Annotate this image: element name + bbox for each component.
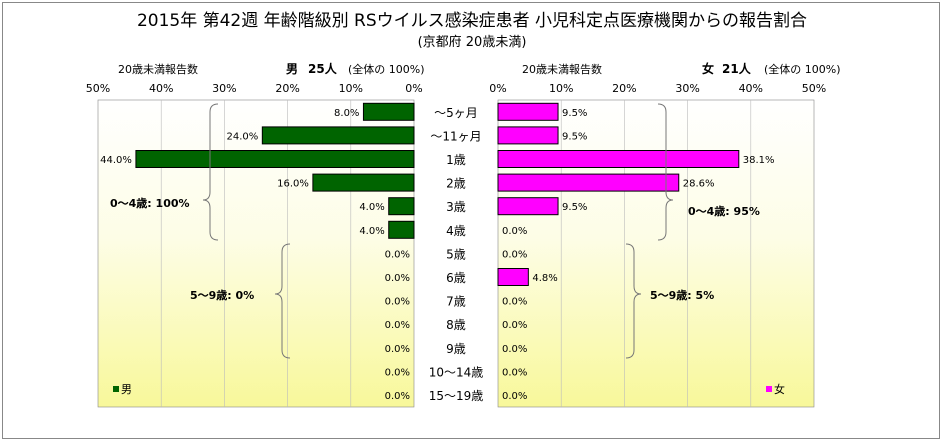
- female-value-label: 9.5%: [562, 108, 587, 119]
- category-label: 3歳: [446, 200, 466, 214]
- female-plot-area: [497, 99, 815, 408]
- female-bar: [497, 268, 529, 286]
- female-header-label: 20歳未満報告数: [522, 63, 602, 76]
- male-bar: [388, 220, 415, 239]
- male-header-label: 20歳未満報告数: [118, 63, 198, 76]
- female-value-label: 0.0%: [502, 367, 527, 378]
- male-sex-label: 男: [286, 62, 299, 76]
- male-brace-0-4: [202, 103, 219, 241]
- category-label: 4歳: [446, 224, 466, 238]
- female-value-label: 0.0%: [502, 297, 527, 308]
- female-bar: [497, 126, 559, 145]
- female-value-label: 4.8%: [532, 273, 557, 284]
- male-value-label: 0.0%: [385, 297, 410, 308]
- male-value-label: 24.0%: [227, 131, 259, 142]
- female-value-label: 9.5%: [562, 131, 587, 142]
- female-value-label: 38.1%: [743, 155, 775, 166]
- male-brace-5-9: [274, 243, 291, 359]
- male-bar: [261, 126, 415, 145]
- category-label: 5歳: [446, 247, 466, 261]
- female-value-label: 28.6%: [683, 179, 715, 190]
- male-value-label: 0.0%: [385, 344, 410, 355]
- category-label: 15～19歳: [429, 389, 484, 403]
- male-legend-swatch: [113, 386, 119, 392]
- male-value-label: 0.0%: [385, 273, 410, 284]
- female-summary-0-4: 0～4歳: 95%: [688, 204, 760, 218]
- male-value-label: 0.0%: [385, 367, 410, 378]
- female-legend-label: 女: [774, 382, 785, 396]
- female-value-label: 9.5%: [562, 202, 587, 213]
- male-tick-label: 40%: [149, 82, 173, 95]
- male-count: 25人: [308, 62, 337, 76]
- female-tick-label: 10%: [549, 82, 573, 95]
- female-total-note: (全体の 100%): [764, 63, 841, 76]
- male-total-note: (全体の 100%): [348, 63, 425, 76]
- female-tick-label: 50%: [802, 82, 826, 95]
- male-tick-label: 10%: [339, 82, 363, 95]
- category-label: 6歳: [446, 271, 466, 285]
- female-bar: [497, 197, 559, 216]
- male-plot-area: [97, 99, 415, 408]
- chart-title: 2015年 第42週 年齢階級別 RSウイルス感染症患者 小児科定点医療機関から…: [136, 11, 808, 31]
- category-label: 9歳: [446, 342, 466, 356]
- male-value-label: 44.0%: [100, 155, 132, 166]
- male-tick-label: 50%: [86, 82, 110, 95]
- female-value-label: 0.0%: [502, 320, 527, 331]
- category-label: 7歳: [446, 295, 466, 309]
- male-summary-0-4: 0～4歳: 100%: [110, 196, 190, 210]
- female-legend-swatch: [766, 386, 772, 392]
- male-value-label: 16.0%: [277, 179, 309, 190]
- male-tick-label: 0%: [405, 82, 422, 95]
- female-value-label: 0.0%: [502, 249, 527, 260]
- male-bar: [362, 102, 415, 121]
- category-label: 8歳: [446, 318, 466, 332]
- male-bar: [135, 150, 415, 168]
- male-value-label: 4.0%: [359, 202, 384, 213]
- female-tick-label: 40%: [739, 82, 763, 95]
- male-value-label: 0.0%: [385, 320, 410, 331]
- male-value-label: 0.0%: [385, 391, 410, 402]
- chart-subtitle: (京都府 20歳未満): [417, 35, 527, 50]
- female-value-label: 0.0%: [502, 226, 527, 237]
- category-label: 10～14歳: [429, 365, 484, 379]
- female-brace-5-9: [625, 243, 642, 359]
- male-bar: [388, 197, 415, 216]
- male-tick-label: 30%: [212, 82, 236, 95]
- female-sex-label: 女: [702, 62, 715, 76]
- female-tick-label: 30%: [675, 82, 699, 95]
- male-tick-label: 20%: [275, 82, 299, 95]
- category-label: 1歳: [446, 153, 466, 167]
- male-value-label: 4.0%: [359, 226, 384, 237]
- female-tick-label: 20%: [612, 82, 636, 95]
- female-tick-label: 0%: [489, 82, 506, 95]
- female-bar: [497, 102, 559, 121]
- male-legend-label: 男: [121, 383, 132, 396]
- male-bar: [312, 173, 415, 192]
- female-brace-0-4: [657, 103, 674, 241]
- female-value-label: 0.0%: [502, 344, 527, 355]
- category-label: ～5ヶ月: [434, 106, 478, 120]
- female-bar: [497, 150, 740, 168]
- category-label: 2歳: [446, 177, 466, 191]
- female-count: 21人: [722, 62, 751, 76]
- category-label: ～11ヶ月: [430, 129, 481, 143]
- male-value-label: 0.0%: [385, 249, 410, 260]
- male-value-label: 8.0%: [334, 108, 359, 119]
- female-bar: [497, 173, 680, 192]
- female-summary-5-9: 5～9歳: 5%: [650, 288, 714, 302]
- male-summary-5-9: 5～9歳: 0%: [190, 288, 254, 302]
- female-value-label: 0.0%: [502, 391, 527, 402]
